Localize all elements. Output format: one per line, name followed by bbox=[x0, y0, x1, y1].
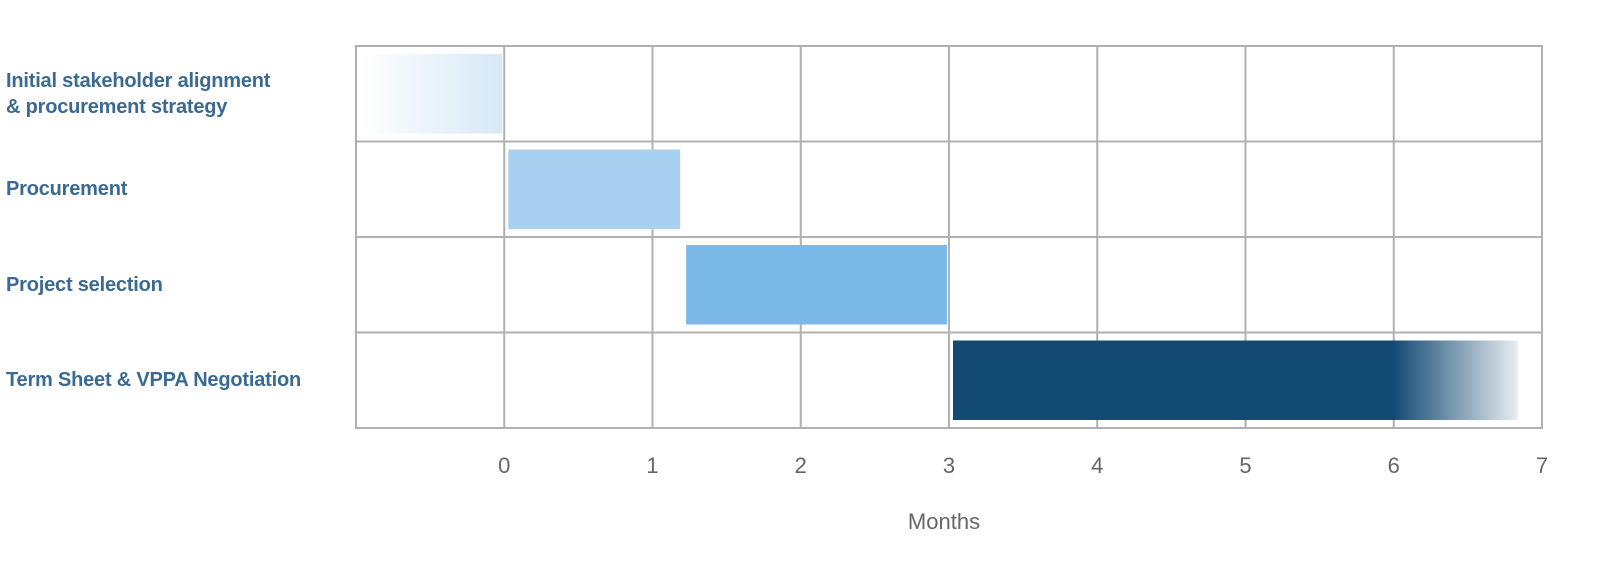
gantt-bar bbox=[686, 245, 947, 325]
x-tick-label: 1 bbox=[646, 453, 658, 478]
gantt-bar bbox=[360, 54, 503, 134]
x-tick-label: 0 bbox=[498, 453, 510, 478]
gantt-bar bbox=[953, 340, 1518, 420]
x-tick-label: 7 bbox=[1536, 453, 1548, 478]
category-label: Initial stakeholder alignment & procurem… bbox=[6, 69, 271, 118]
x-tick-label: 4 bbox=[1091, 453, 1103, 478]
x-axis-label: Months bbox=[908, 509, 980, 534]
x-tick-label: 2 bbox=[795, 453, 807, 478]
x-tick-label: 5 bbox=[1239, 453, 1251, 478]
x-tick-label: 3 bbox=[943, 453, 955, 478]
gantt-bar bbox=[508, 149, 681, 229]
x-tick-label: 6 bbox=[1388, 453, 1400, 478]
category-label: Project selection bbox=[6, 273, 163, 296]
category-label: Term Sheet & VPPA Negotiation bbox=[6, 369, 301, 392]
category-label: Procurement bbox=[6, 178, 128, 201]
